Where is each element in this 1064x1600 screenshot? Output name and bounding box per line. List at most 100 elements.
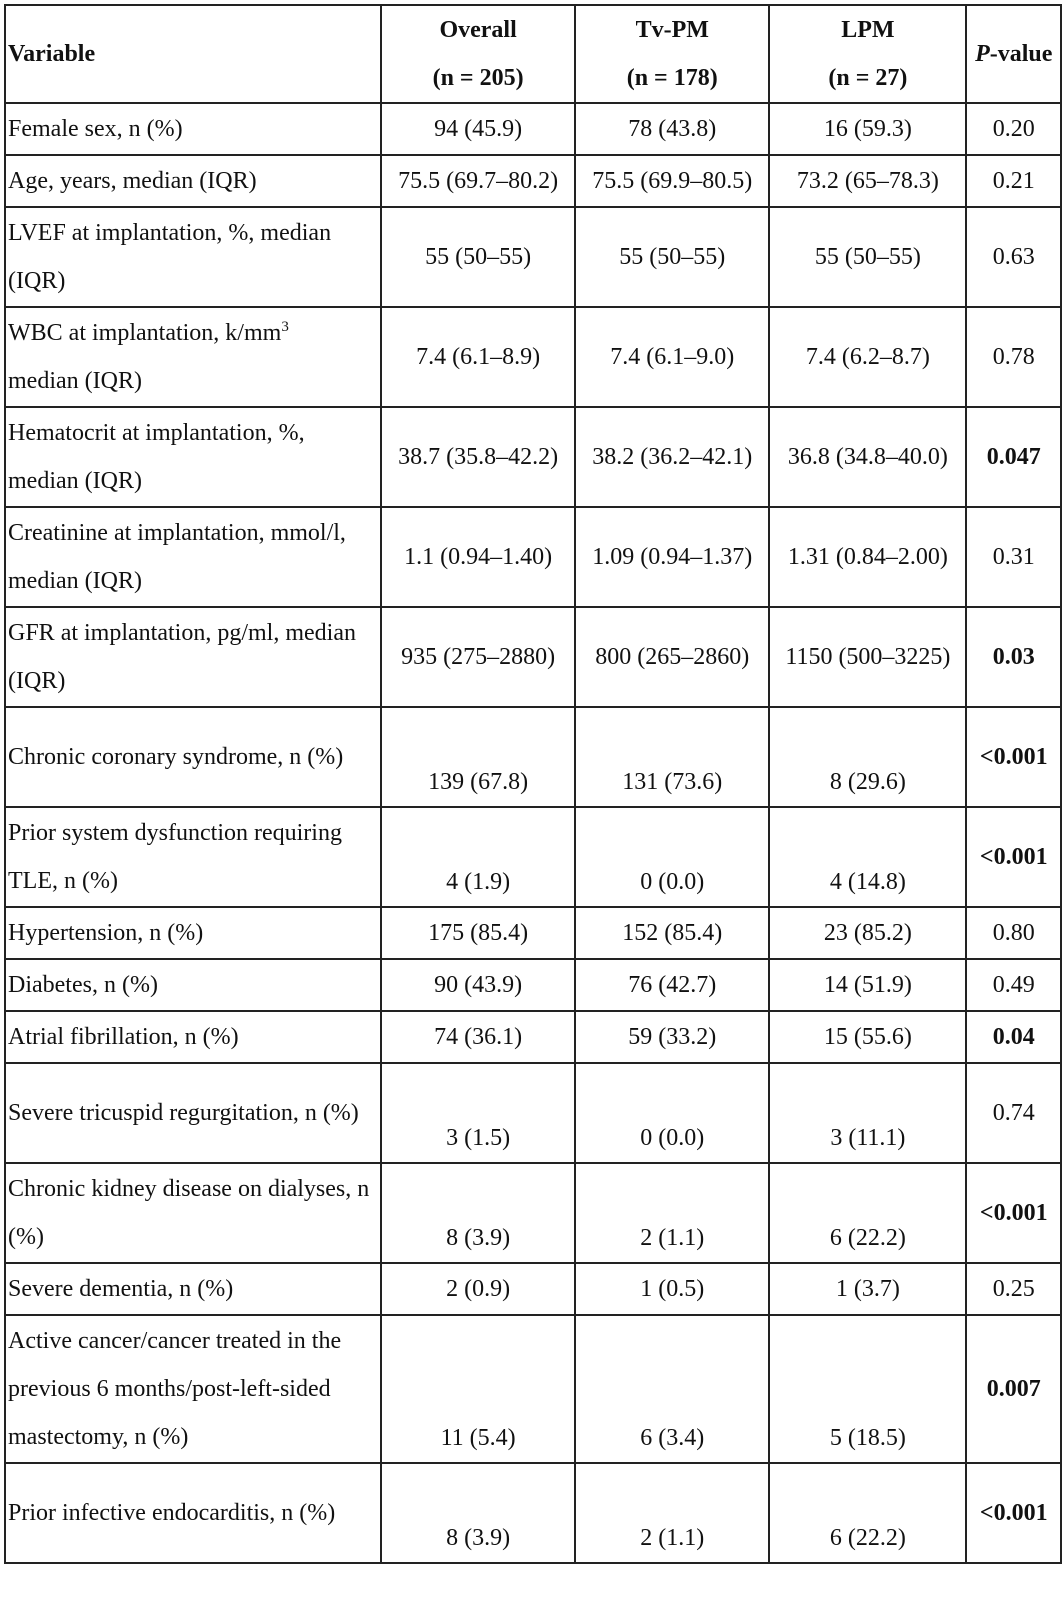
cell-pvalue: 0.80 xyxy=(965,906,1062,960)
cell-overall: 55 (50–55) xyxy=(380,206,577,308)
row-label: Hypertension, n (%) xyxy=(3,906,383,960)
header-lpm-n: (n = 27) xyxy=(828,65,908,91)
cell-tvpm: 7.4 (6.1–9.0) xyxy=(574,306,771,408)
cell-lpm: 3 (11.1) xyxy=(768,1062,968,1164)
cell-overall: 74 (36.1) xyxy=(380,1010,577,1064)
cell-tvpm: 2 (1.1) xyxy=(574,1462,771,1564)
header-tvpm-n: (n = 178) xyxy=(626,65,718,91)
cell-tvpm: 78 (43.8) xyxy=(574,102,771,156)
cell-tvpm: 0 (0.0) xyxy=(574,1062,771,1164)
cell-pvalue: 0.49 xyxy=(965,958,1062,1012)
row-label: GFR at implantation, pg/ml, median (IQR) xyxy=(3,606,383,708)
header-tvpm-label: Tv-PM xyxy=(635,17,709,43)
row-label: Hematocrit at implantation, %, median (I… xyxy=(3,406,383,508)
cell-tvpm: 2 (1.1) xyxy=(574,1162,771,1264)
cell-lpm: 36.8 (34.8–40.0) xyxy=(768,406,968,508)
table-row: GFR at implantation, pg/ml, median (IQR)… xyxy=(3,606,1062,708)
table-row: Chronic coronary syndrome, n (%) 139 (67… xyxy=(3,706,1062,808)
cell-tvpm: 1.09 (0.94–1.37) xyxy=(574,506,771,608)
cell-pvalue: <0.001 xyxy=(965,1162,1062,1264)
row-label: Prior system dysfunction requiring TLE, … xyxy=(3,806,383,908)
cell-pvalue: 0.63 xyxy=(965,206,1062,308)
cell-overall: 8 (3.9) xyxy=(380,1462,577,1564)
row-label: LVEF at implantation, %, median (IQR) xyxy=(3,206,383,308)
header-pvalue: P-value xyxy=(965,4,1062,104)
row-label: Age, years, median (IQR) xyxy=(3,154,383,208)
cell-pvalue: <0.001 xyxy=(965,706,1062,808)
cell-tvpm: 1 (0.5) xyxy=(574,1262,771,1316)
cell-tvpm: 152 (85.4) xyxy=(574,906,771,960)
cell-pvalue: 0.047 xyxy=(965,406,1062,508)
cell-lpm: 1.31 (0.84–2.00) xyxy=(768,506,968,608)
cell-lpm: 55 (50–55) xyxy=(768,206,968,308)
cell-lpm: 1150 (500–3225) xyxy=(768,606,968,708)
header-overall-n: (n = 205) xyxy=(432,65,524,91)
cell-tvpm: 38.2 (36.2–42.1) xyxy=(574,406,771,508)
row-label: Severe tricuspid regurgitation, n (%) xyxy=(3,1062,383,1164)
table-row: Creatinine at implantation, mmol/l, medi… xyxy=(3,506,1062,608)
cell-overall: 90 (43.9) xyxy=(380,958,577,1012)
table-row: Chronic kidney disease on dialyses, n (%… xyxy=(3,1162,1062,1264)
cell-overall: 2 (0.9) xyxy=(380,1262,577,1316)
row-label: Female sex, n (%) xyxy=(3,102,383,156)
header-pvalue-letter: P xyxy=(975,41,990,67)
table-row: Severe tricuspid regurgitation, n (%) 3 … xyxy=(3,1062,1062,1164)
cell-overall: 94 (45.9) xyxy=(380,102,577,156)
cell-tvpm: 75.5 (69.9–80.5) xyxy=(574,154,771,208)
row-label: Atrial fibrillation, n (%) xyxy=(3,1010,383,1064)
header-overall: Overall (n = 205) xyxy=(380,4,577,104)
cell-overall: 75.5 (69.7–80.2) xyxy=(380,154,577,208)
cell-pvalue: 0.03 xyxy=(965,606,1062,708)
row-label: Active cancer/cancer treated in the prev… xyxy=(3,1314,383,1464)
cell-tvpm: 76 (42.7) xyxy=(574,958,771,1012)
table-row: Severe dementia, n (%) 2 (0.9) 1 (0.5) 1… xyxy=(3,1262,1062,1316)
table-row: Female sex, n (%) 94 (45.9) 78 (43.8) 16… xyxy=(3,102,1062,156)
cell-overall: 175 (85.4) xyxy=(380,906,577,960)
header-overall-label: Overall xyxy=(439,17,517,43)
cell-pvalue: 0.21 xyxy=(965,154,1062,208)
header-lpm: LPM (n = 27) xyxy=(768,4,968,104)
row-label-text-2: median (IQR) xyxy=(8,368,142,394)
table-row: Age, years, median (IQR) 75.5 (69.7–80.2… xyxy=(3,154,1062,208)
cell-pvalue: <0.001 xyxy=(965,1462,1062,1564)
row-label-text: WBC at implantation, k/mm xyxy=(8,320,282,346)
cell-tvpm: 6 (3.4) xyxy=(574,1314,771,1464)
cell-overall: 4 (1.9) xyxy=(380,806,577,908)
header-pvalue-rest: -value xyxy=(989,41,1053,67)
baseline-characteristics-table: Variable Overall (n = 205) Tv-PM (n = 17… xyxy=(3,4,1062,1564)
cell-overall: 7.4 (6.1–8.9) xyxy=(380,306,577,408)
cell-tvpm: 0 (0.0) xyxy=(574,806,771,908)
cell-lpm: 5 (18.5) xyxy=(768,1314,968,1464)
cell-overall: 1.1 (0.94–1.40) xyxy=(380,506,577,608)
table-row: Active cancer/cancer treated in the prev… xyxy=(3,1314,1062,1464)
table-row: Prior infective endocarditis, n (%) 8 (3… xyxy=(3,1462,1062,1564)
table-row: LVEF at implantation, %, median (IQR) 55… xyxy=(3,206,1062,308)
table-row: Hypertension, n (%) 175 (85.4) 152 (85.4… xyxy=(3,906,1062,960)
cell-pvalue: 0.007 xyxy=(965,1314,1062,1464)
row-label: WBC at implantation, k/mm3 median (IQR) xyxy=(3,306,383,408)
row-label: Chronic kidney disease on dialyses, n (%… xyxy=(3,1162,383,1264)
cell-overall: 8 (3.9) xyxy=(380,1162,577,1264)
cell-lpm: 4 (14.8) xyxy=(768,806,968,908)
cell-pvalue: 0.04 xyxy=(965,1010,1062,1064)
cell-lpm: 23 (85.2) xyxy=(768,906,968,960)
cell-lpm: 16 (59.3) xyxy=(768,102,968,156)
table-row: Hematocrit at implantation, %, median (I… xyxy=(3,406,1062,508)
header-lpm-label: LPM xyxy=(841,17,895,43)
cell-lpm: 7.4 (6.2–8.7) xyxy=(768,306,968,408)
table-row: Atrial fibrillation, n (%) 74 (36.1) 59 … xyxy=(3,1010,1062,1064)
row-label: Chronic coronary syndrome, n (%) xyxy=(3,706,383,808)
cell-tvpm: 131 (73.6) xyxy=(574,706,771,808)
header-tvpm: Tv-PM (n = 178) xyxy=(574,4,771,104)
cell-lpm: 15 (55.6) xyxy=(768,1010,968,1064)
cell-pvalue: 0.20 xyxy=(965,102,1062,156)
cell-overall: 11 (5.4) xyxy=(380,1314,577,1464)
cell-tvpm: 59 (33.2) xyxy=(574,1010,771,1064)
cell-overall: 139 (67.8) xyxy=(380,706,577,808)
cell-pvalue: 0.25 xyxy=(965,1262,1062,1316)
cell-lpm: 6 (22.2) xyxy=(768,1462,968,1564)
cell-pvalue: <0.001 xyxy=(965,806,1062,908)
header-variable: Variable xyxy=(3,4,383,104)
row-label: Prior infective endocarditis, n (%) xyxy=(3,1462,383,1564)
table-row: Diabetes, n (%) 90 (43.9) 76 (42.7) 14 (… xyxy=(3,958,1062,1012)
